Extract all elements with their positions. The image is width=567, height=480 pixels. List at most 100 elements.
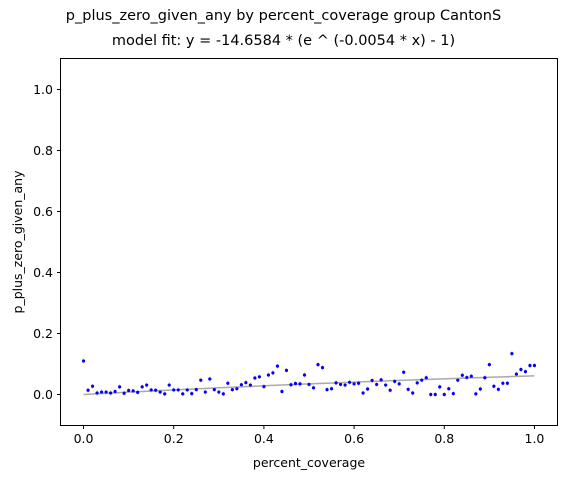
data-point (375, 382, 379, 387)
data-point (235, 387, 239, 391)
data-point (257, 375, 261, 379)
data-point (397, 382, 401, 386)
data-point (532, 363, 537, 368)
y-axis-label: p_plus_zero_given_any (10, 170, 25, 314)
chart-subtitle: model fit: y = -14.6584 * (e ^ (-0.0054 … (111, 33, 456, 49)
data-point (172, 388, 176, 392)
data-point (528, 363, 532, 368)
data-point (244, 381, 248, 385)
data-point (501, 381, 505, 385)
data-point (366, 387, 370, 391)
data-point (316, 363, 320, 367)
data-point (176, 388, 180, 392)
data-point (505, 381, 509, 385)
data-point (86, 388, 90, 392)
data-point (109, 391, 113, 395)
x-tick-label: 0.2 (164, 431, 184, 446)
data-point (127, 388, 131, 393)
data-point (519, 367, 523, 372)
data-point (284, 368, 289, 373)
data-point (298, 382, 302, 386)
data-point (496, 387, 500, 391)
data-point (199, 378, 203, 382)
data-point (447, 387, 451, 391)
data-point (325, 388, 329, 392)
chart-title: p_plus_zero_given_any by percent_coverag… (65, 8, 502, 24)
data-point (465, 375, 469, 380)
data-point (208, 377, 212, 381)
data-point (230, 388, 234, 392)
data-point (118, 385, 122, 389)
data-point (140, 385, 144, 389)
data-point (293, 381, 298, 386)
data-point (451, 391, 455, 396)
point-layer (81, 352, 537, 397)
data-point (122, 391, 126, 395)
data-point (438, 385, 442, 389)
data-point (158, 390, 162, 394)
x-axis-label: percent_coverage (253, 455, 365, 470)
data-point (302, 373, 307, 377)
data-point (104, 390, 108, 394)
data-point (266, 373, 271, 377)
data-point (393, 379, 397, 383)
data-point (474, 392, 478, 396)
data-point (370, 378, 374, 383)
x-tick-label: 1.0 (525, 431, 545, 446)
data-point (136, 390, 140, 394)
y-axis-ticks: 0.0 0.2 0.4 0.6 0.8 1.0 (33, 82, 61, 402)
data-point (131, 389, 135, 393)
data-point (271, 371, 275, 375)
x-tick-label: 0.6 (344, 431, 364, 446)
data-point (149, 388, 153, 392)
x-tick-label: 0.0 (74, 431, 94, 446)
data-point (289, 383, 293, 387)
data-point (181, 392, 185, 396)
data-point (248, 383, 252, 387)
data-point (145, 383, 149, 387)
data-point (217, 390, 221, 394)
plot-frame (60, 58, 558, 426)
data-point (239, 383, 243, 387)
data-point (361, 391, 365, 395)
data-point (338, 382, 343, 387)
data-point (384, 383, 388, 387)
data-point (478, 387, 482, 391)
data-point (492, 384, 496, 388)
data-point (406, 387, 410, 391)
data-point (275, 364, 280, 368)
data-point (352, 382, 356, 386)
y-tick-label: 0.0 (33, 387, 53, 402)
data-point (95, 391, 99, 395)
data-point (320, 366, 325, 370)
data-point (433, 392, 437, 397)
data-point (99, 390, 104, 394)
data-point (334, 381, 338, 385)
data-point (514, 372, 519, 376)
y-tick-label: 0.8 (33, 143, 53, 158)
data-point (81, 359, 86, 363)
data-point (90, 384, 95, 388)
y-tick-label: 0.2 (33, 326, 53, 341)
data-point (212, 388, 216, 392)
data-point (460, 373, 464, 377)
x-tick-label: 0.8 (434, 431, 454, 446)
data-point (163, 392, 167, 396)
data-point (415, 381, 419, 385)
data-point (343, 383, 347, 387)
y-tick-label: 0.6 (33, 204, 53, 219)
data-point (357, 381, 361, 385)
data-point (402, 370, 406, 374)
data-point (487, 363, 491, 367)
data-point (456, 378, 460, 382)
data-point (411, 391, 415, 395)
data-point (469, 374, 473, 378)
data-point (523, 370, 528, 374)
data-point (420, 378, 424, 382)
data-point (379, 378, 383, 382)
data-point (221, 392, 225, 396)
data-point (429, 392, 433, 397)
data-point (280, 389, 284, 394)
data-point (307, 382, 311, 387)
